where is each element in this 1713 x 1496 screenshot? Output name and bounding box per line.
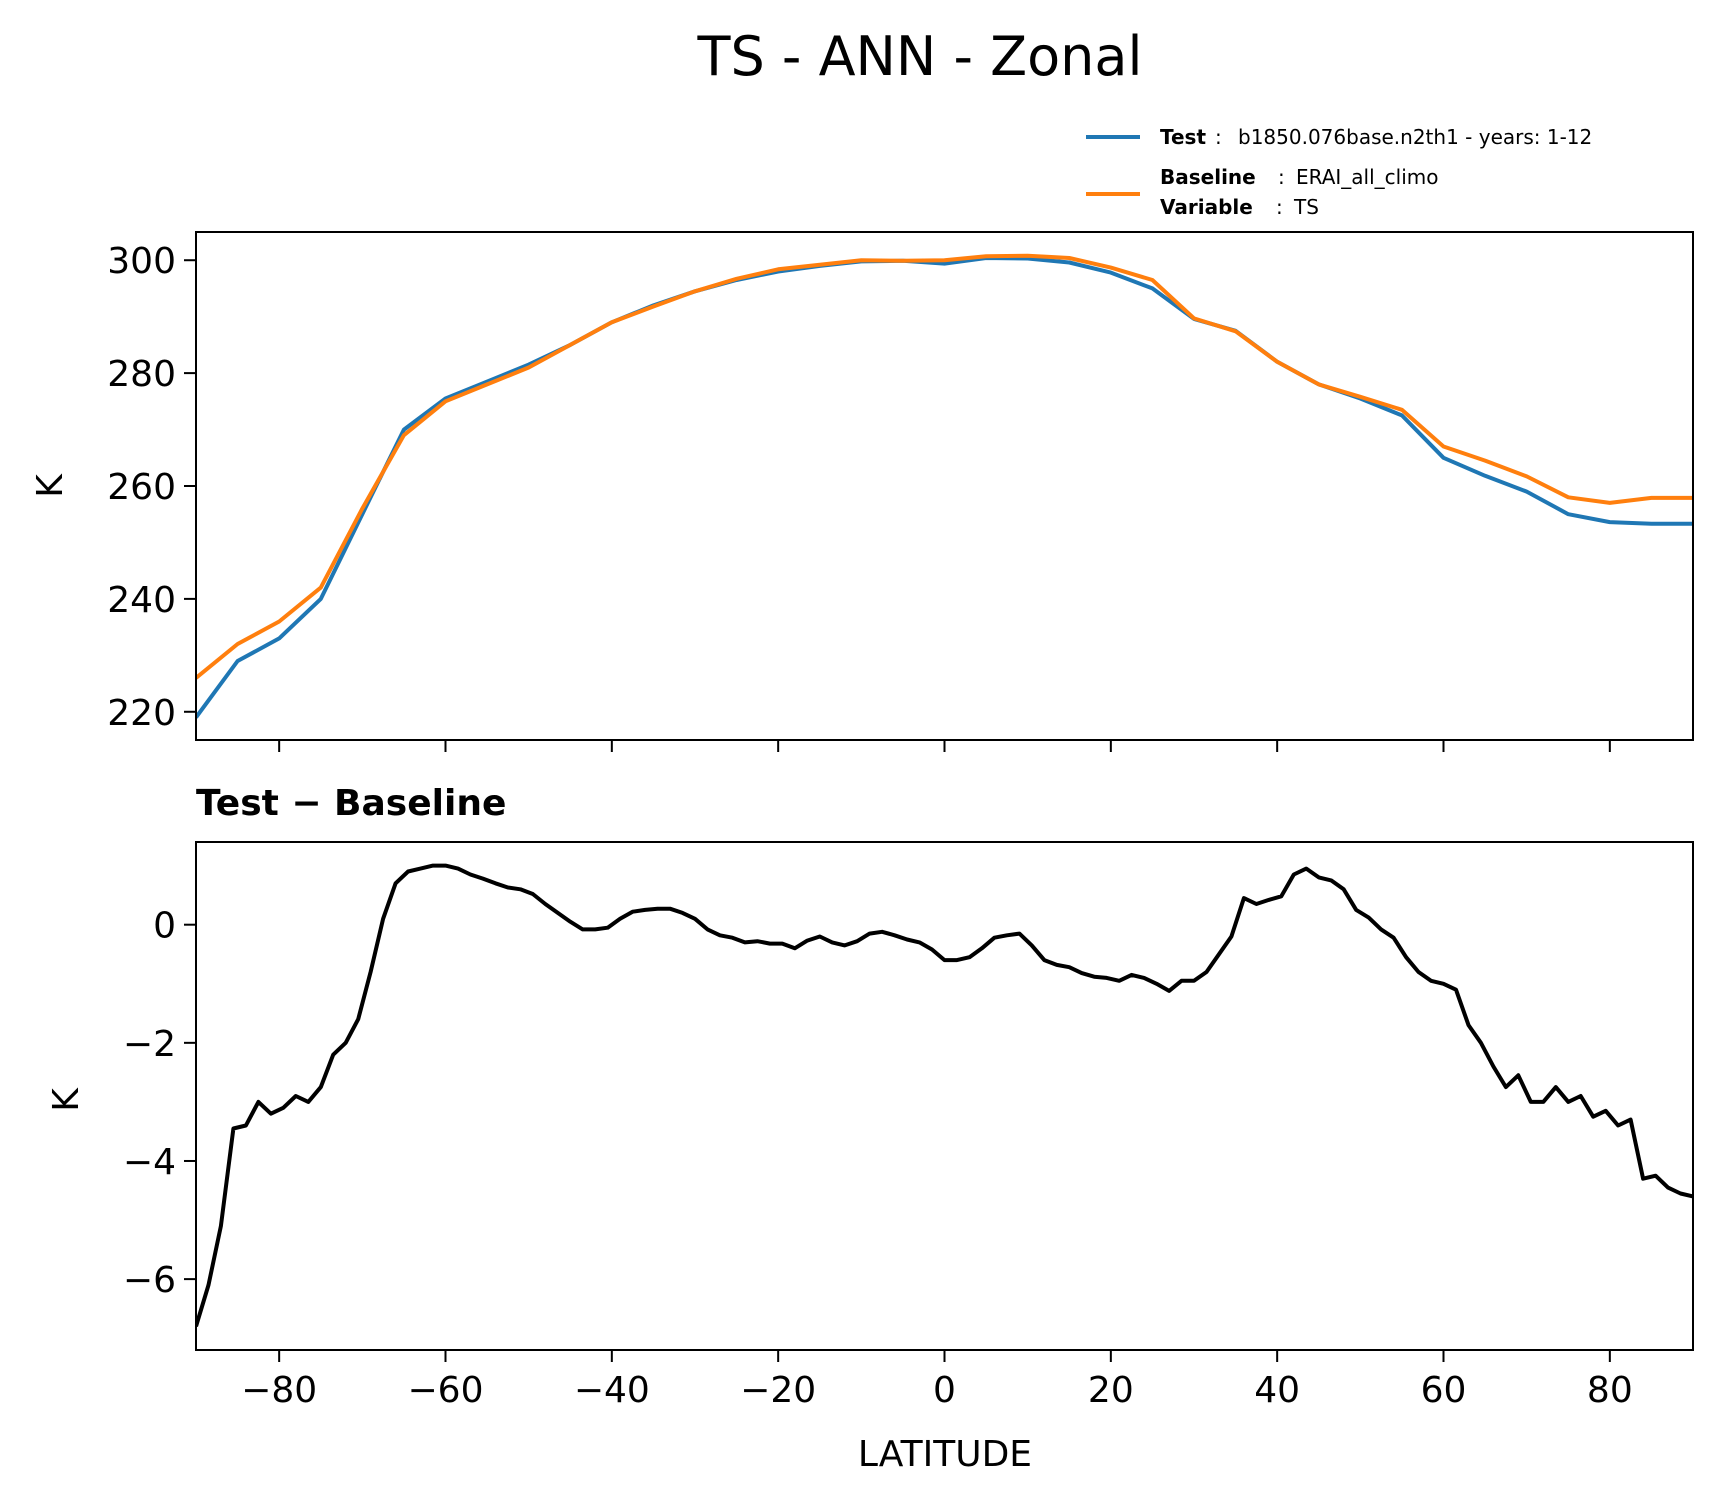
legend-test-value: b1850.076base.n2th1 - years: 1-12 — [1238, 125, 1592, 149]
series-line-test-baseline — [196, 863, 1693, 1327]
x-tick-label: −20 — [740, 1370, 816, 1411]
x-tick-label: 80 — [1587, 1370, 1633, 1411]
y-tick-label: −4 — [123, 1142, 176, 1183]
y-tick-label: 240 — [107, 580, 176, 621]
x-tick-label: 20 — [1088, 1370, 1134, 1411]
legend-separator: : — [1215, 125, 1222, 149]
y-tick-label: −2 — [123, 1024, 176, 1065]
bottom-panel-series — [196, 863, 1693, 1327]
legend-baseline-value: ERAI_all_climo — [1296, 165, 1439, 189]
figure-title: TS - ANN - Zonal — [697, 25, 1143, 88]
series-line-baseline — [196, 253, 1693, 680]
x-tick-label: −40 — [574, 1370, 650, 1411]
legend: Test : b1850.076base.n2th1 - years: 1-12… — [1086, 125, 1592, 219]
x-tick-label: 0 — [933, 1370, 956, 1411]
x-tick-label: 40 — [1254, 1370, 1300, 1411]
y-tick-label: 220 — [107, 693, 176, 734]
top-panel: 220 240 260 280 300 K — [30, 231, 1694, 752]
series-line-test — [196, 256, 1693, 719]
legend-variable-value: TS — [1293, 195, 1319, 219]
y-tick-label: 300 — [107, 241, 176, 282]
top-panel-ticks: 220 240 260 280 300 — [107, 241, 1611, 752]
y-tick-label: 280 — [107, 354, 176, 395]
top-panel-frame — [195, 231, 1694, 741]
bottom-panel-title: Test − Baseline — [196, 783, 506, 824]
bottom-y-axis-label: K — [46, 1087, 87, 1112]
legend-variable-key: Variable — [1160, 195, 1253, 219]
x-tick-label: 60 — [1421, 1370, 1467, 1411]
top-y-axis-label: K — [30, 473, 71, 498]
y-tick-label: 260 — [107, 467, 176, 508]
x-tick-label: −80 — [241, 1370, 317, 1411]
bottom-panel-ticks: −80 −60 −40 −20 0 20 40 60 80−6−4−20 — [123, 906, 1633, 1411]
x-tick-label: −60 — [408, 1370, 484, 1411]
bottom-panel: Test − Baseline −80 −60 −40 −20 0 20 40 60 80−6−… — [46, 783, 1694, 1475]
y-tick-label: 0 — [153, 906, 176, 947]
legend-separator: : — [1278, 165, 1285, 189]
legend-baseline-key: Baseline — [1160, 165, 1256, 189]
legend-separator: : — [1276, 195, 1283, 219]
legend-test-key: Test — [1160, 125, 1206, 149]
y-tick-label: −6 — [123, 1260, 176, 1301]
top-panel-series — [196, 253, 1693, 719]
bottom-panel-frame — [195, 841, 1694, 1351]
x-axis-label: LATITUDE — [858, 1434, 1032, 1475]
